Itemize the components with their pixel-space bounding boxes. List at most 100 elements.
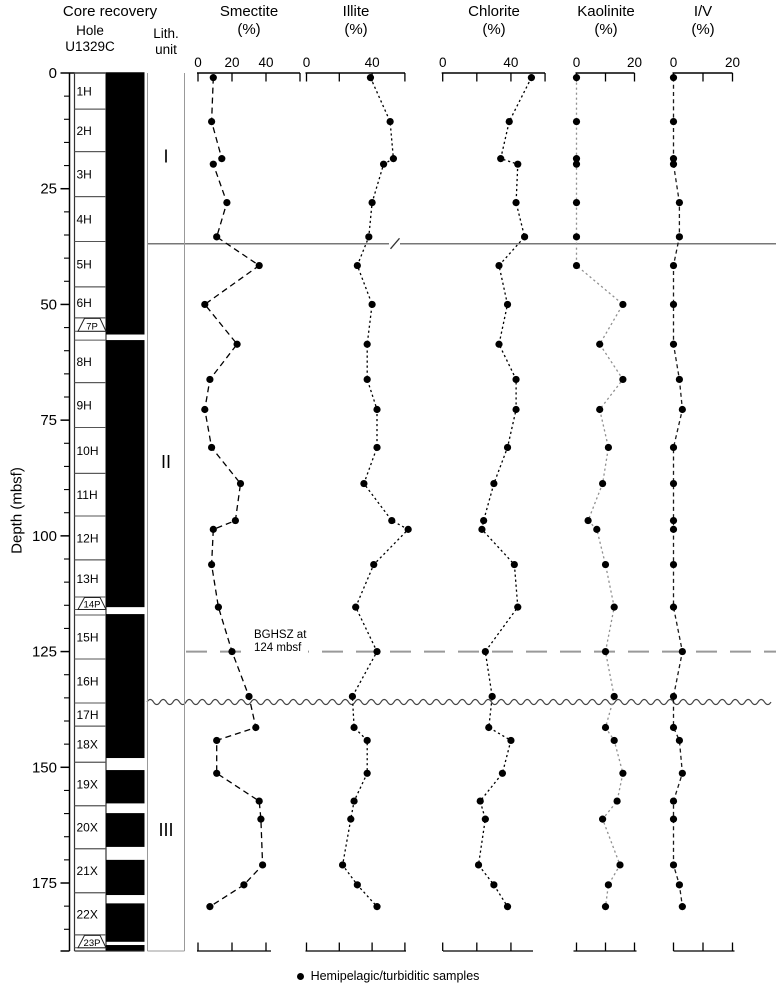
svg-text:100: 100	[32, 528, 57, 545]
data-point	[352, 603, 360, 611]
lith-unit-I: I	[163, 146, 168, 166]
core-label-7P: 7P	[86, 321, 98, 332]
data-point	[481, 815, 489, 823]
panel-iv: 0 20	[669, 55, 740, 952]
data-point	[350, 723, 358, 732]
core-label-22X: 22X	[77, 907, 98, 921]
data-point	[512, 405, 520, 414]
hole-label-line2: U1329C	[65, 39, 115, 54]
panel-illite: 0 40	[303, 55, 412, 952]
svg-text:0: 0	[439, 55, 447, 70]
data-point	[584, 516, 592, 525]
data-point	[675, 736, 684, 745]
data-point	[347, 815, 355, 823]
svg-text:20: 20	[224, 55, 239, 70]
data-point	[206, 903, 214, 911]
data-point	[507, 736, 515, 745]
bghsz-annotation: BGHSZ at 124 mbsf	[252, 629, 309, 654]
recovery-bar-segment	[106, 614, 145, 759]
svg-text:40: 40	[258, 55, 273, 70]
data-point	[233, 340, 241, 348]
data-point	[259, 861, 267, 869]
lith-unit-III: III	[158, 820, 173, 840]
legend-label: Hemipelagic/turbiditic samples	[310, 969, 480, 983]
data-point	[619, 300, 627, 309]
data-line-iv	[672, 77, 684, 907]
bghsz-annotation-line2: 124 mbsf	[254, 641, 302, 654]
data-point	[669, 692, 678, 701]
data-point	[610, 692, 618, 701]
data-point	[572, 199, 581, 207]
data-point	[495, 261, 503, 270]
data-point	[353, 261, 361, 270]
data-point	[669, 261, 678, 270]
data-point	[353, 881, 361, 889]
data-point	[252, 723, 260, 732]
data-point	[527, 74, 536, 82]
svg-text:0: 0	[303, 55, 311, 70]
data-point	[201, 405, 209, 414]
data-point	[610, 603, 618, 611]
data-point	[572, 261, 581, 270]
core-label-19X: 19X	[77, 777, 98, 791]
panel-smectite: 0 20 40	[194, 55, 301, 952]
panel-title-illite: Illite	[342, 3, 370, 20]
data-point	[490, 479, 498, 488]
core-label-3H: 3H	[77, 168, 92, 182]
data-point	[498, 769, 507, 777]
core-trapezoid-7P	[77, 317, 107, 332]
recovery-bar-segment	[106, 813, 145, 847]
data-point	[678, 405, 686, 414]
data-point	[613, 797, 621, 805]
data-point	[610, 736, 618, 745]
data-point	[209, 525, 217, 533]
data-point	[669, 560, 678, 569]
data-point	[363, 375, 371, 384]
data-point	[481, 647, 489, 656]
data-point	[379, 160, 388, 168]
data-point	[596, 405, 604, 414]
core-label-23P: 23P	[84, 938, 101, 949]
data-point	[209, 160, 217, 168]
data-point	[363, 340, 371, 348]
recovery-bar-segment	[106, 340, 145, 608]
recovery-bar-segment	[106, 73, 145, 335]
data-point	[208, 560, 216, 569]
data-point	[257, 815, 265, 823]
data-point	[236, 479, 245, 488]
core-label-14P: 14P	[84, 599, 101, 610]
svg-text:20: 20	[725, 55, 740, 70]
recovery-bar-segment	[106, 859, 145, 896]
core-label-11H: 11H	[77, 488, 98, 502]
data-line-chlorite	[477, 77, 532, 907]
core-trapezoid-14P	[77, 596, 107, 610]
core-label-16H: 16H	[77, 674, 99, 688]
lith-unit-II: II	[161, 452, 171, 472]
panel-title-chlorite: Chlorite	[468, 3, 520, 20]
data-point	[240, 881, 248, 889]
data-point	[363, 736, 371, 745]
data-point	[209, 74, 217, 82]
data-point	[338, 861, 347, 869]
svg-text:40: 40	[503, 55, 518, 70]
data-point	[214, 603, 222, 611]
panel-title-smectite: Smectite	[219, 3, 279, 20]
chart-legend: Hemipelagic/turbiditic samples	[0, 969, 776, 983]
svg-text:175: 175	[32, 875, 57, 892]
data-point	[360, 479, 368, 488]
data-point	[366, 74, 375, 82]
data-point	[599, 815, 607, 823]
data-point	[514, 603, 522, 611]
data-point	[669, 443, 678, 452]
data-point	[669, 525, 678, 533]
data-point	[373, 647, 381, 656]
data-point	[572, 74, 581, 82]
data-point	[350, 797, 358, 805]
data-point	[669, 797, 678, 805]
data-point	[619, 769, 627, 777]
core-label-1H: 1H	[77, 85, 92, 99]
data-point	[368, 300, 376, 309]
panel-kaolinite: 0 20	[572, 55, 642, 952]
svg-text:25: 25	[40, 181, 57, 198]
svg-text:0: 0	[670, 55, 678, 70]
